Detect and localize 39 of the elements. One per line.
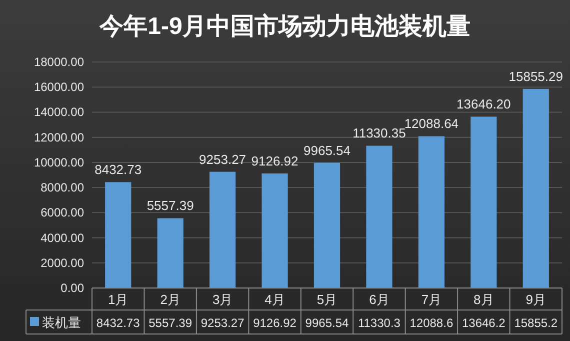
y-tick-label: 4000.00 <box>40 230 84 245</box>
x-tick-label: 9月 <box>526 292 546 307</box>
data-label: 8432.73 <box>94 162 142 178</box>
text: 5557.39 <box>148 316 192 330</box>
data-label: 15855.29 <box>508 68 564 84</box>
data-label: 5557.39 <box>146 198 194 214</box>
text: 9126.92 <box>253 316 297 330</box>
y-tick-label: 8000.00 <box>40 180 84 195</box>
x-tick-label: 2月 <box>160 292 180 307</box>
text: 11330.3 <box>358 316 401 330</box>
y-tick-label: 0.00 <box>60 281 84 295</box>
legend-label: 装机量 <box>42 315 81 330</box>
y-tick-label: 16000.00 <box>34 80 84 94</box>
y-tick-label: 12000.00 <box>34 130 84 144</box>
x-tick-label: 1月 <box>108 292 128 307</box>
x-tick-label: 3月 <box>212 292 233 307</box>
y-tick-label: 6000.00 <box>40 206 84 220</box>
text: 15855.2 <box>514 316 558 330</box>
y-tick-label: 18000.00 <box>34 55 84 69</box>
data-label: 9965.54 <box>304 142 350 158</box>
y-tick-label: 14000.00 <box>34 105 84 120</box>
text: 13646.2 <box>462 316 506 330</box>
chart-title: 今年1-9月中国市场动力电池装机量 <box>98 13 470 40</box>
text: 12088.6 <box>410 316 454 330</box>
data-label: 9126.92 <box>251 153 298 168</box>
x-tick-label: 8月 <box>474 292 494 307</box>
data-label: 13646.20 <box>456 96 511 112</box>
data-label: 12088.64 <box>404 116 459 132</box>
data-label: 11330.35 <box>352 126 406 141</box>
text: 9253.27 <box>200 316 245 330</box>
x-tick-label: 7月 <box>421 292 442 307</box>
y-tick-label: 2000.00 <box>40 256 84 270</box>
x-tick-label: 4月 <box>264 292 285 307</box>
data-label: 9253.27 <box>199 152 246 167</box>
text: 9965.54 <box>305 316 350 330</box>
text: 8432.73 <box>96 316 140 330</box>
x-tick-label: 5月 <box>316 292 338 307</box>
x-tick-label: 6月 <box>369 292 390 307</box>
y-tick-label: 10000.00 <box>34 155 84 170</box>
